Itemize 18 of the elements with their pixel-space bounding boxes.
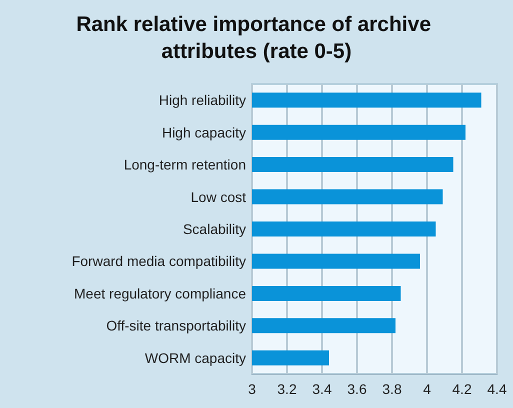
x-tick-label: 4.4 [487, 381, 507, 397]
x-tick-label: 3.2 [277, 381, 297, 397]
y-tick-label: Meet regulatory compliance [74, 285, 246, 302]
y-tick-label: WORM capacity [144, 350, 246, 366]
x-tick-label: 4 [423, 381, 432, 397]
x-tick-label: 3.4 [312, 381, 332, 397]
y-tick-label: Scalability [182, 221, 246, 237]
y-tick-label: High capacity [162, 124, 246, 140]
y-tick-label: Low cost [190, 188, 246, 205]
y-tick-label: Off-site transportability [106, 318, 246, 334]
y-tick-label: Long-term retention [124, 156, 246, 173]
x-tick-label: 4.2 [452, 381, 472, 397]
y-tick-label: Forward media compatibility [72, 253, 246, 270]
x-tick-label: 3.8 [382, 381, 402, 397]
x-tick-label: 3 [248, 381, 256, 397]
y-tick-label: High reliability [158, 92, 246, 108]
x-tick-label: 3.6 [347, 381, 367, 397]
chart-title: Rank relative importance of archive attributes (rate 0-5) [76, 13, 437, 63]
